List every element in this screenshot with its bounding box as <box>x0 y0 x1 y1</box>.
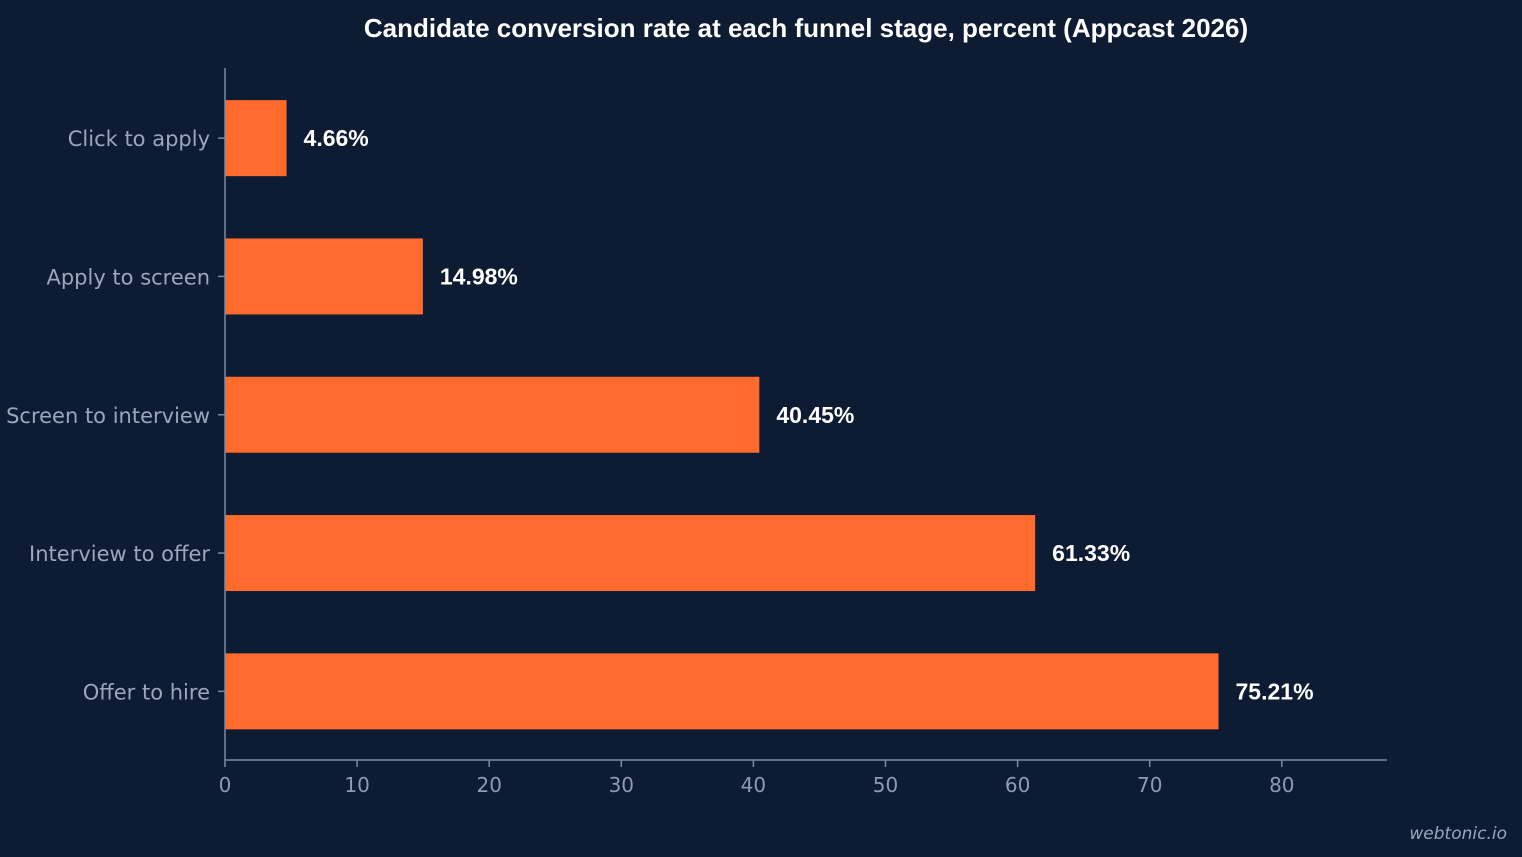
chart-title: Candidate conversion rate at each funnel… <box>364 13 1248 43</box>
x-tick-label-4: 40 <box>741 773 766 797</box>
bar-1 <box>225 238 423 315</box>
bar-3 <box>225 515 1036 592</box>
bar-0 <box>225 100 287 177</box>
x-tick-label-2: 20 <box>476 773 501 797</box>
x-tick-label-6: 60 <box>1005 773 1030 797</box>
x-tick-label-0: 0 <box>219 773 232 797</box>
category-label-0: Click to apply <box>68 127 210 151</box>
x-tick-label-7: 70 <box>1137 773 1162 797</box>
x-tick-label-1: 10 <box>344 773 369 797</box>
data-label-3: 61.33% <box>1052 540 1130 566</box>
watermark: webtonic.io <box>1409 824 1507 844</box>
bars-layer: 4.66% 14.98% 40.45% 61.33% 75.21% <box>225 100 1314 730</box>
x-tick-label-8: 80 <box>1269 773 1294 797</box>
data-label-1: 14.98% <box>440 263 518 289</box>
bar-2 <box>225 376 760 453</box>
category-label-4: Offer to hire <box>83 680 210 704</box>
x-tick-label-5: 50 <box>873 773 898 797</box>
x-tick-label-3: 30 <box>609 773 634 797</box>
axis-layer: Click to apply Apply to screen Screen to i… <box>6 68 1387 797</box>
bar-4 <box>225 653 1219 730</box>
data-label-2: 40.45% <box>776 402 854 428</box>
category-label-1: Apply to screen <box>46 265 210 289</box>
data-label-0: 4.66% <box>304 125 369 151</box>
category-label-2: Screen to interview <box>6 404 210 428</box>
data-label-4: 75.21% <box>1236 678 1314 704</box>
category-label-3: Interview to offer <box>29 542 210 566</box>
